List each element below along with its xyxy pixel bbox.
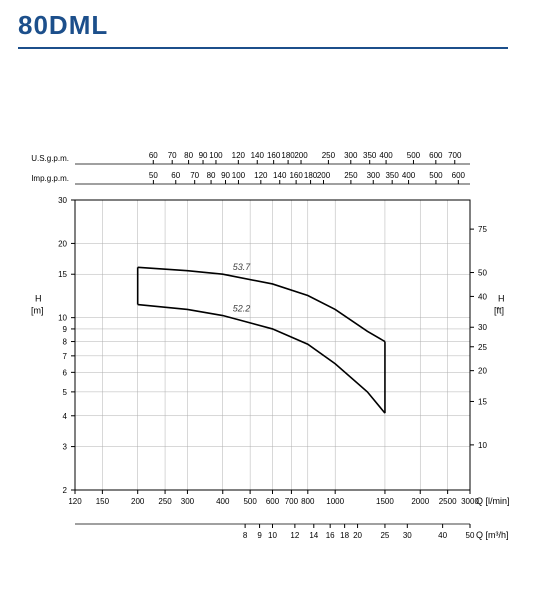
svg-text:14: 14: [309, 531, 318, 540]
svg-text:100: 100: [232, 171, 246, 180]
svg-text:40: 40: [478, 292, 487, 301]
svg-text:200: 200: [317, 171, 331, 180]
svg-text:100: 100: [209, 151, 223, 160]
svg-text:2: 2: [63, 486, 68, 495]
svg-text:50: 50: [466, 531, 475, 540]
svg-text:150: 150: [96, 497, 110, 506]
svg-text:350: 350: [385, 171, 399, 180]
svg-text:700: 700: [448, 151, 462, 160]
svg-text:8: 8: [243, 531, 248, 540]
svg-text:U.S.g.p.m.: U.S.g.p.m.: [31, 154, 69, 163]
svg-text:30: 30: [403, 531, 412, 540]
svg-text:300: 300: [367, 171, 381, 180]
svg-text:12: 12: [290, 531, 299, 540]
svg-text:90: 90: [199, 151, 208, 160]
svg-text:Q [l/min]: Q [l/min]: [476, 496, 510, 506]
svg-text:500: 500: [407, 151, 421, 160]
svg-text:52.2: 52.2: [233, 304, 251, 314]
svg-text:140: 140: [251, 151, 265, 160]
svg-text:120: 120: [68, 497, 82, 506]
svg-text:1500: 1500: [376, 497, 394, 506]
svg-text:2500: 2500: [439, 497, 457, 506]
svg-text:200: 200: [131, 497, 145, 506]
svg-text:70: 70: [168, 151, 177, 160]
svg-text:350: 350: [363, 151, 377, 160]
svg-text:140: 140: [273, 171, 287, 180]
svg-text:50: 50: [149, 171, 158, 180]
svg-text:30: 30: [58, 196, 67, 205]
svg-text:6: 6: [63, 368, 68, 377]
svg-text:10: 10: [268, 531, 277, 540]
pump-curve-chart: 1201502002503004005006007008001000150020…: [10, 140, 510, 565]
svg-text:[ft]: [ft]: [494, 306, 504, 316]
svg-text:80: 80: [207, 171, 216, 180]
svg-text:800: 800: [301, 497, 315, 506]
svg-text:180: 180: [304, 171, 318, 180]
svg-text:Imp.g.p.m.: Imp.g.p.m.: [31, 174, 69, 183]
svg-text:120: 120: [232, 151, 246, 160]
svg-text:250: 250: [344, 171, 358, 180]
page-title: 80DML: [18, 10, 521, 41]
svg-text:70: 70: [190, 171, 199, 180]
svg-text:180: 180: [281, 151, 295, 160]
svg-text:20: 20: [58, 239, 67, 248]
svg-text:3: 3: [63, 443, 68, 452]
svg-text:200: 200: [294, 151, 308, 160]
svg-text:250: 250: [158, 497, 172, 506]
svg-text:[m]: [m]: [31, 306, 44, 316]
svg-text:10: 10: [58, 314, 67, 323]
svg-text:8: 8: [63, 338, 68, 347]
svg-text:H: H: [498, 294, 505, 304]
svg-text:53.7: 53.7: [233, 262, 252, 272]
svg-text:9: 9: [63, 325, 68, 334]
svg-text:15: 15: [478, 397, 487, 406]
svg-text:40: 40: [438, 531, 447, 540]
svg-text:80: 80: [184, 151, 193, 160]
svg-text:25: 25: [380, 531, 389, 540]
svg-text:50: 50: [478, 269, 487, 278]
svg-text:400: 400: [216, 497, 230, 506]
svg-text:160: 160: [267, 151, 281, 160]
svg-text:600: 600: [266, 497, 280, 506]
svg-text:60: 60: [171, 171, 180, 180]
svg-text:15: 15: [58, 270, 67, 279]
svg-text:300: 300: [181, 497, 195, 506]
svg-text:9: 9: [257, 531, 262, 540]
svg-text:250: 250: [322, 151, 336, 160]
svg-text:500: 500: [243, 497, 257, 506]
svg-text:7: 7: [63, 352, 68, 361]
svg-text:20: 20: [353, 531, 362, 540]
svg-text:90: 90: [221, 171, 230, 180]
svg-text:300: 300: [344, 151, 358, 160]
svg-text:160: 160: [289, 171, 303, 180]
svg-text:60: 60: [149, 151, 158, 160]
svg-text:4: 4: [63, 412, 68, 421]
svg-text:400: 400: [379, 151, 393, 160]
svg-text:700: 700: [285, 497, 299, 506]
svg-text:30: 30: [478, 323, 487, 332]
svg-text:600: 600: [452, 171, 466, 180]
svg-text:1000: 1000: [326, 497, 344, 506]
svg-text:120: 120: [254, 171, 268, 180]
svg-text:H: H: [35, 294, 42, 304]
svg-text:400: 400: [402, 171, 416, 180]
svg-text:25: 25: [478, 343, 487, 352]
svg-text:18: 18: [340, 531, 349, 540]
svg-text:500: 500: [429, 171, 443, 180]
title-underline: [18, 47, 508, 49]
svg-text:10: 10: [478, 441, 487, 450]
svg-text:600: 600: [429, 151, 443, 160]
svg-text:16: 16: [326, 531, 335, 540]
svg-text:75: 75: [478, 225, 487, 234]
svg-text:2000: 2000: [411, 497, 429, 506]
svg-text:5: 5: [63, 388, 68, 397]
svg-text:Q [m³/h]: Q [m³/h]: [476, 530, 509, 540]
svg-text:20: 20: [478, 367, 487, 376]
